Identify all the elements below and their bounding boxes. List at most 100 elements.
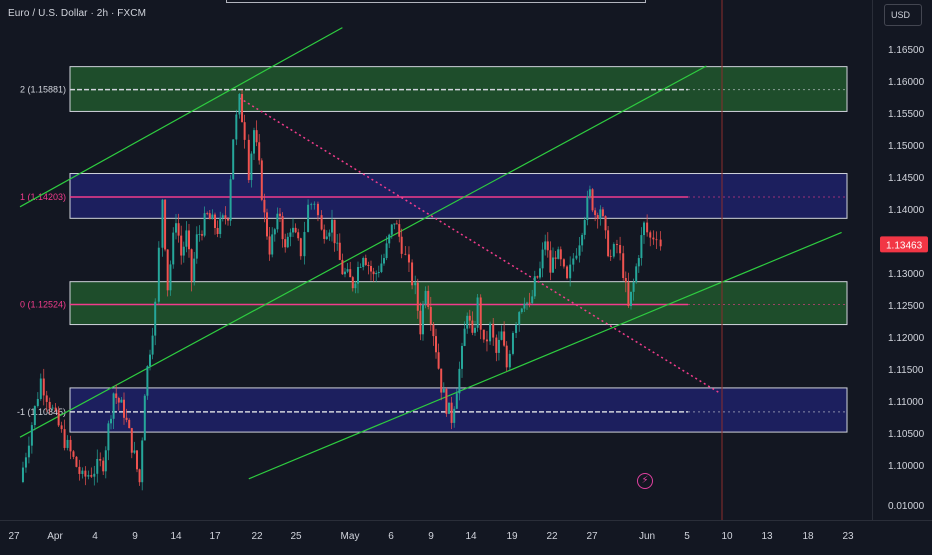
- candle-body: [99, 458, 102, 461]
- candle-body: [216, 227, 219, 234]
- candle-body: [255, 130, 258, 143]
- candle-body: [596, 215, 599, 219]
- candle-body: [247, 139, 250, 181]
- candle-body: [407, 254, 410, 263]
- price-tick-label: 1.11000: [888, 397, 924, 408]
- candle-body: [104, 450, 107, 472]
- candle-body: [253, 130, 255, 154]
- candle-body: [476, 297, 479, 328]
- candle-body: [195, 234, 198, 259]
- time-tick-label: 5: [684, 531, 690, 542]
- candle-body: [468, 315, 471, 321]
- candle-body: [594, 210, 597, 216]
- candle-body: [632, 282, 635, 292]
- candle-body: [495, 337, 498, 353]
- candle-body: [120, 399, 123, 403]
- time-tick-label: 14: [465, 531, 477, 542]
- candle-body: [349, 269, 352, 278]
- time-tick-label: 6: [388, 531, 394, 542]
- price-tick-label: 1.13000: [888, 269, 925, 280]
- candle-body: [471, 320, 474, 333]
- candle-body: [284, 239, 287, 248]
- price-tick-label: 1.10000: [888, 461, 925, 472]
- candle-body: [333, 219, 336, 244]
- candle-body: [141, 440, 144, 483]
- candle-body: [388, 234, 391, 244]
- candle-body: [461, 345, 463, 369]
- time-tick-label: 13: [761, 531, 773, 542]
- candle-body: [505, 345, 508, 368]
- candle-body: [377, 271, 380, 274]
- candle-body: [166, 249, 169, 291]
- zone-blue-1: [69, 173, 848, 219]
- candle-body: [45, 395, 48, 402]
- candle-body: [346, 269, 349, 272]
- candle-body: [154, 301, 157, 336]
- candle-body: [146, 366, 149, 396]
- zone-blue-3: [69, 387, 848, 433]
- price-tick-label: 1.14500: [888, 173, 925, 184]
- candle-body: [362, 257, 365, 267]
- candle-body: [404, 253, 407, 255]
- time-tick-label: 27: [8, 531, 20, 542]
- candle-body: [450, 402, 453, 423]
- candle-body: [455, 393, 458, 409]
- candle-body: [96, 458, 99, 474]
- candle-body: [299, 238, 302, 257]
- zone-green-2: [69, 281, 848, 326]
- time-tick-label: 4: [92, 531, 98, 542]
- candle-body: [562, 259, 565, 267]
- price-tick-label: 1.12500: [888, 301, 925, 312]
- candle-body: [601, 209, 604, 217]
- candle-body: [78, 466, 81, 474]
- candle-body: [235, 114, 238, 140]
- candle-body: [591, 189, 594, 211]
- candle-body: [276, 213, 279, 230]
- channel-line-lower: [248, 231, 842, 480]
- candle-body: [338, 242, 341, 260]
- price-tick-label: 1.15500: [888, 109, 925, 120]
- candle-body: [286, 236, 289, 248]
- candle-body: [437, 352, 440, 369]
- candle-body: [341, 259, 344, 275]
- candle-body: [619, 245, 622, 254]
- candle-body: [60, 425, 63, 430]
- candle-body: [398, 224, 401, 237]
- candle-body: [635, 266, 638, 283]
- candle-body: [511, 333, 514, 354]
- candle-body: [206, 213, 209, 215]
- candle-body: [273, 229, 276, 235]
- candle-body: [466, 315, 469, 329]
- candle-body: [539, 268, 541, 278]
- candle-body: [536, 276, 539, 278]
- currency-button[interactable]: USD: [884, 4, 922, 26]
- candle-body: [90, 475, 93, 477]
- lightning-icon[interactable]: ⚡: [637, 473, 653, 489]
- candle-body: [489, 323, 492, 342]
- last-price-label: 1.13463: [886, 240, 923, 251]
- candle-body: [445, 388, 448, 414]
- candle-body: [395, 223, 398, 225]
- candle-body: [526, 302, 528, 304]
- candle-body: [241, 94, 244, 123]
- candle-body: [24, 457, 27, 468]
- candle-body: [164, 199, 167, 250]
- last-price-tag: [880, 236, 928, 253]
- candle-body: [93, 473, 96, 477]
- candle-body: [549, 250, 552, 273]
- candle-body: [604, 216, 607, 231]
- candle-body: [637, 258, 640, 267]
- time-tick-label: 22: [546, 531, 558, 542]
- time-tick-label: 19: [506, 531, 518, 542]
- time-tick-label: 18: [802, 531, 814, 542]
- candle-body: [303, 231, 306, 257]
- candle-body: [133, 450, 136, 453]
- candle-body: [599, 209, 602, 219]
- dotted-trendline: [239, 97, 721, 394]
- candle-body: [66, 439, 69, 448]
- candle-body: [331, 219, 333, 233]
- candle-body: [583, 220, 586, 235]
- candle-body: [260, 160, 263, 200]
